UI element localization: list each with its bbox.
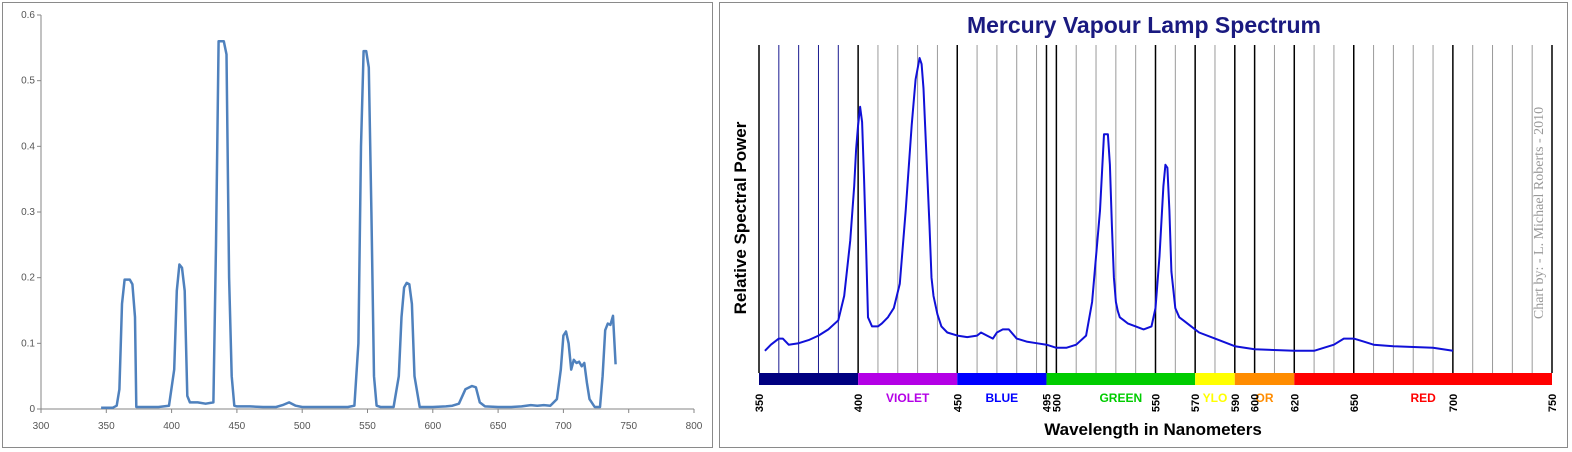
color-band (858, 373, 958, 385)
band-label: BLUE (986, 391, 1019, 405)
band-label: YLO (1203, 391, 1228, 405)
x-tick-label: 350 (754, 394, 766, 412)
band-label: GREEN (1099, 391, 1142, 405)
right-chart-panel: Mercury Vapour Lamp Spectrum Wavelength … (719, 2, 1568, 448)
x-tick-label: 650 (490, 421, 507, 432)
x-axis-title: Wavelength in Nanometers (1044, 420, 1262, 439)
y-tick-label: 0.6 (21, 10, 35, 21)
x-tick-label: 590 (1230, 394, 1242, 412)
x-tick-label: 550 (1151, 394, 1163, 412)
spectrum-line (101, 40, 617, 409)
x-tick-label: 620 (1289, 394, 1301, 412)
color-band (1234, 373, 1295, 385)
x-tick-label: 500 (294, 421, 311, 432)
x-tick-label: 500 (1051, 394, 1063, 412)
x-tick-label: 495 (1041, 394, 1053, 412)
x-tick-label: 400 (853, 394, 865, 412)
x-tick-label: 300 (33, 421, 50, 432)
x-tick-label: 800 (686, 421, 703, 432)
x-tick-label: 350 (98, 421, 115, 432)
y-tick-label: 0.4 (21, 141, 35, 152)
color-band (1294, 373, 1552, 385)
band-label: RED (1410, 391, 1436, 405)
band-label: OR (1256, 391, 1274, 405)
x-tick-label: 750 (1547, 394, 1559, 412)
x-tick-label: 450 (229, 421, 246, 432)
chart-credit: Chart by: - L. Michael Roberts - 2010 (1532, 107, 1547, 319)
color-band (957, 373, 1047, 385)
x-tick-label: 750 (620, 421, 637, 432)
x-tick-label: 400 (163, 421, 180, 432)
x-tick-label: 650 (1349, 394, 1361, 412)
y-tick-label: 0.2 (21, 273, 35, 284)
left-chart-panel: 0 0.1 0.2 0.3 0.4 0.5 0.6 300 350 400 450 500 550 600… (2, 2, 713, 448)
y-tick-label: 0.5 (21, 76, 35, 87)
left-chart: 0 0.1 0.2 0.3 0.4 0.5 0.6 300 350 400 450 500 550 600… (21, 10, 703, 432)
right-chart: Mercury Vapour Lamp Spectrum Wavelength … (731, 12, 1559, 439)
x-tick-label: 700 (1448, 394, 1460, 412)
x-tick-label: 600 (1250, 394, 1262, 412)
x-tick-label: 550 (359, 421, 376, 432)
color-band (1046, 373, 1196, 385)
x-tick-label: 700 (555, 421, 572, 432)
color-band (759, 373, 859, 385)
band-label: VIOLET (886, 391, 930, 405)
grid-lines (758, 45, 1553, 373)
color-band (1195, 373, 1235, 385)
y-tick-label: 0.1 (21, 338, 35, 349)
x-tick-label: 450 (952, 394, 964, 412)
spectrum-line (764, 57, 1454, 352)
chart-title: Mercury Vapour Lamp Spectrum (967, 12, 1321, 38)
y-tick-label: 0 (29, 404, 35, 415)
y-axis-title: Relative Spectral Power (731, 121, 750, 314)
x-tick-label: 600 (424, 421, 441, 432)
x-tick-label: 570 (1190, 394, 1202, 412)
y-tick-label: 0.3 (21, 207, 35, 218)
